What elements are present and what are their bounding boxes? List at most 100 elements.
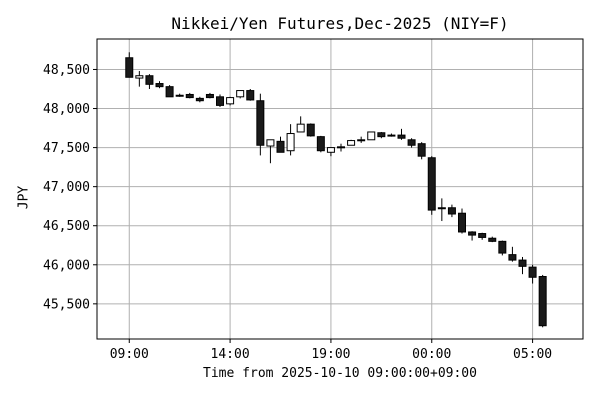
candle-body-down <box>165 86 174 98</box>
candles <box>125 52 547 328</box>
candle <box>175 93 184 97</box>
x-tick-label: 00:00 <box>412 347 451 362</box>
candle <box>165 85 174 98</box>
candle <box>427 156 436 215</box>
candle-body-up <box>357 139 366 142</box>
x-tick-label: 19:00 <box>311 347 350 362</box>
candle <box>326 147 335 157</box>
y-tick-label: 48,500 <box>43 63 90 78</box>
y-tick-label: 47,500 <box>43 141 90 156</box>
candle-body-down <box>417 143 426 157</box>
candle-body-down <box>488 237 497 242</box>
candle-body-up <box>236 90 245 98</box>
candle <box>407 138 416 148</box>
candle-body-down <box>387 134 396 137</box>
candle <box>306 123 315 137</box>
candle-body-down <box>175 94 184 97</box>
candle-body-up <box>437 207 446 210</box>
candle-body-down <box>306 123 315 137</box>
candle-body-down <box>518 259 527 267</box>
candle <box>216 94 225 107</box>
candle-body-down <box>528 266 537 278</box>
candle-body-down <box>478 233 487 238</box>
candle <box>185 92 194 99</box>
candle <box>417 142 426 160</box>
chart-title: Nikkei/Yen Futures,Dec-2025 (NIY=F) <box>171 14 509 33</box>
candle <box>437 198 446 222</box>
x-tick-label: 14:00 <box>211 347 250 362</box>
y-tick-label: 46,500 <box>43 219 90 234</box>
candle <box>276 136 285 153</box>
candle-body-down <box>447 207 456 215</box>
y-tick-label: 46,000 <box>43 258 90 273</box>
candle <box>195 96 204 103</box>
candle <box>226 96 235 106</box>
candle <box>387 133 396 137</box>
candle-body-down <box>407 139 416 146</box>
axis-ticks: 45,500 46,000 46,500 47,000 47,500 48,000 48,5… <box>43 63 552 362</box>
candle-body-down <box>145 75 154 85</box>
candle <box>125 52 134 78</box>
candle-body-down <box>246 90 255 101</box>
y-tick-label: 48,000 <box>43 102 90 117</box>
candle-body-down <box>538 276 547 327</box>
candle-body-down <box>205 93 214 99</box>
candle <box>488 236 497 243</box>
candle <box>266 139 275 164</box>
candle-body-up <box>135 75 144 79</box>
candle <box>135 71 144 87</box>
candle-body-down <box>498 240 507 254</box>
candle <box>246 89 255 101</box>
candle <box>256 93 265 156</box>
x-tick-label: 09:00 <box>110 347 149 362</box>
candle-body-down <box>458 212 467 233</box>
candle-body-down <box>316 136 325 152</box>
candle-body-up <box>296 123 305 133</box>
candle <box>508 246 517 262</box>
plot-area-frame <box>96 38 584 340</box>
candle <box>538 274 547 328</box>
candle <box>458 208 467 234</box>
candle <box>367 131 376 141</box>
candle-body-down <box>427 157 436 211</box>
candle-body-down <box>195 97 204 102</box>
x-axis-label: Time from 2025-10-10 09:00:00+09:00 <box>203 366 477 381</box>
candle <box>528 264 537 284</box>
candle-body-down <box>397 134 406 139</box>
candle-body-down <box>125 57 134 78</box>
candle <box>286 124 295 156</box>
candle-body-up <box>286 133 295 152</box>
candle <box>498 240 507 256</box>
candle <box>205 92 214 99</box>
candle <box>316 135 325 153</box>
candle-body-up <box>266 139 275 147</box>
candle <box>397 128 406 140</box>
candle-body-down <box>155 83 164 88</box>
candle-body-down <box>468 231 477 236</box>
candle-body-down <box>185 93 194 99</box>
candle <box>236 90 245 99</box>
candle <box>357 136 366 143</box>
candle <box>377 131 386 139</box>
candle <box>337 143 346 152</box>
candle <box>518 256 527 275</box>
x-tick-label: 05:00 <box>513 347 552 362</box>
candle-body-up <box>347 140 356 146</box>
y-tick-label: 45,500 <box>43 297 90 312</box>
candle <box>155 81 164 89</box>
candle-body-up <box>226 97 235 105</box>
y-tick-label: 47,000 <box>43 180 90 195</box>
candle <box>145 74 154 89</box>
candle-body-down <box>276 140 285 153</box>
grid <box>97 39 583 339</box>
candle <box>468 231 477 241</box>
candle-body-up <box>367 131 376 141</box>
candle <box>447 204 456 218</box>
candle-body-up <box>337 146 346 149</box>
candle-body-up <box>326 147 335 153</box>
candle-body-down <box>256 100 265 146</box>
candle-body-down <box>377 132 386 138</box>
candle-body-down <box>216 96 225 106</box>
candle <box>296 116 305 133</box>
